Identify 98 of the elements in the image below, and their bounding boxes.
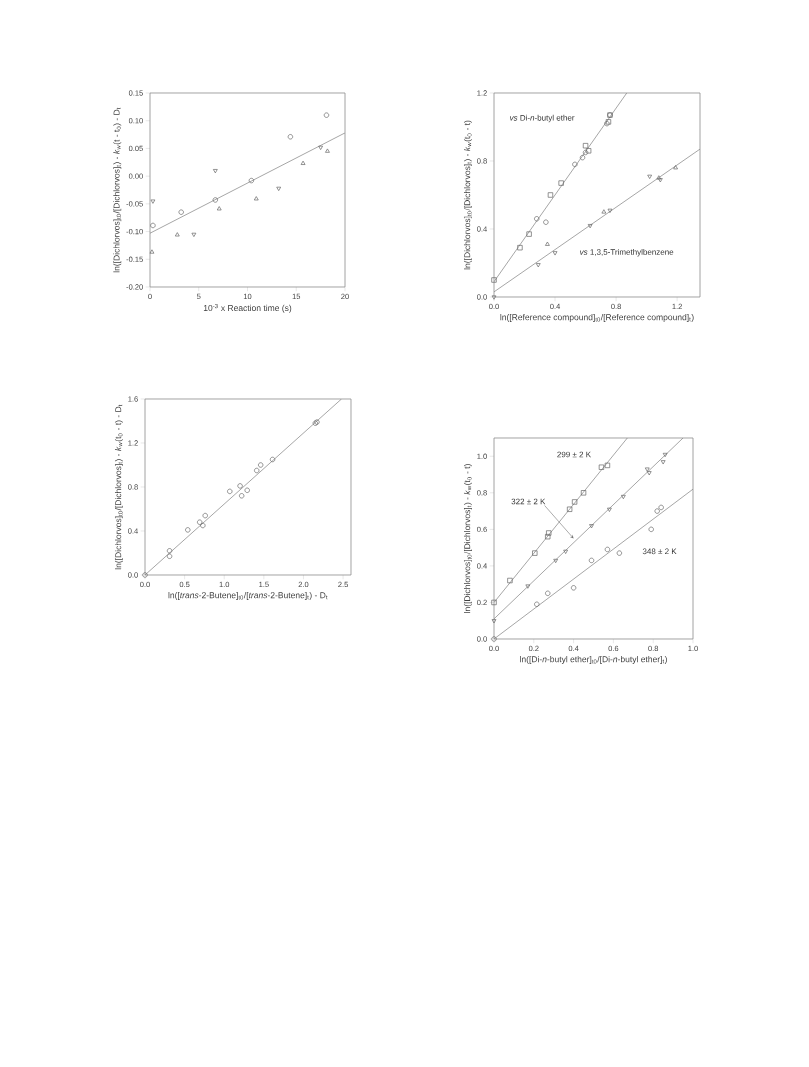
point (570, 585, 577, 591)
point (202, 512, 208, 519)
text: ln([trans-2-Butene]$_{t0}$/[trans-2-Butene]$_{t}$) - D$_{t}$ (168, 591, 328, 600)
point (253, 196, 259, 201)
text: ln([Dichlorvos]$_{t0}$/[Dichlorvos]$_{t}$) - k$_{w}$(t$_{0}$ - t) (463, 120, 472, 270)
point (318, 145, 323, 150)
point (491, 295, 497, 300)
point (616, 550, 623, 556)
point (212, 197, 218, 203)
point (582, 143, 589, 149)
point (589, 524, 594, 529)
point (534, 601, 540, 607)
point (200, 522, 206, 529)
text: ln([Di-n-butyl ether]$_{t0}$/[Di-n-butyl ether]$_{t}$) (520, 655, 667, 664)
point (552, 251, 558, 256)
point (545, 534, 551, 540)
point (237, 483, 243, 489)
point (197, 519, 203, 525)
point (166, 553, 173, 559)
point (150, 199, 156, 204)
text: ln([Dichlorvos]$_{t0}$/[Dichlorvos]$_{t}$) - k$_{w}$(t - t$_{0}$) - D$_{t}$ (113, 107, 122, 273)
point (254, 467, 260, 474)
point (546, 530, 552, 536)
point (580, 490, 587, 496)
point (525, 584, 531, 589)
point (654, 508, 660, 514)
annotation: 299 ± 2 K (557, 451, 591, 458)
point (563, 549, 568, 554)
point (657, 178, 663, 183)
point (604, 546, 611, 553)
point (216, 206, 222, 211)
point (174, 232, 180, 237)
point (258, 462, 264, 468)
x-axis-title: 10$^{-3}$ x Reaction time (s) (203, 303, 292, 313)
point (517, 245, 523, 251)
point (323, 112, 330, 118)
point (545, 590, 551, 596)
annotation: 322 ± 2 K (511, 498, 546, 505)
point (239, 493, 245, 499)
point (644, 467, 650, 472)
point (658, 504, 664, 511)
point (248, 177, 255, 184)
point (185, 527, 191, 533)
point (287, 134, 294, 140)
point (325, 148, 330, 153)
point (535, 263, 541, 268)
text: ln([Dichlorvos]$_{t0}$/[Dichlorvos]$_{t}$) - k$_{w}$(t$_{0}$ - t) - D$_{t}$ (114, 404, 123, 570)
point (662, 452, 668, 458)
point (553, 558, 559, 564)
point (582, 149, 589, 156)
point (566, 506, 573, 512)
annotation: vs 1,3,5-Trimethylbenzene (580, 248, 674, 257)
point (526, 231, 532, 237)
point (621, 494, 626, 500)
point (660, 460, 666, 465)
point (276, 186, 282, 191)
point (585, 148, 592, 154)
point (572, 161, 578, 168)
point (604, 462, 611, 469)
point (178, 209, 184, 215)
point (212, 169, 218, 174)
point (150, 222, 156, 229)
point (545, 241, 550, 246)
point (588, 557, 595, 564)
point (571, 499, 578, 505)
point (244, 487, 250, 493)
annotation: vs Di-n-butyl ether (510, 114, 575, 123)
point (648, 526, 654, 533)
point (646, 471, 652, 476)
point (607, 507, 612, 512)
point (598, 464, 605, 470)
point (491, 636, 497, 642)
point (607, 208, 613, 213)
point (491, 599, 497, 606)
point (656, 175, 662, 180)
point (507, 577, 513, 584)
point (587, 224, 593, 229)
point (149, 249, 155, 254)
point (543, 219, 549, 225)
point (534, 216, 540, 222)
point (547, 192, 554, 198)
annotation: 348 ± 2 K (642, 548, 677, 555)
point (647, 174, 652, 179)
point (558, 180, 564, 186)
point (579, 154, 586, 161)
point (227, 488, 233, 495)
point (166, 548, 173, 554)
point (491, 277, 497, 283)
point (532, 550, 538, 556)
point (300, 160, 306, 165)
point (191, 232, 197, 237)
point (491, 619, 497, 624)
text: ln([Dichlorvos]$_{t0}$/[Dichlorvos]$_{t}$) - k$_{w}$(t$_{0}$ - t) (463, 464, 472, 613)
point (673, 165, 678, 170)
point (601, 209, 607, 214)
point (142, 572, 148, 578)
x-axis-title: ln([Reference compound]$_{t0}$/[Reference compound]$_{t}$) (500, 313, 694, 322)
point (269, 456, 276, 463)
